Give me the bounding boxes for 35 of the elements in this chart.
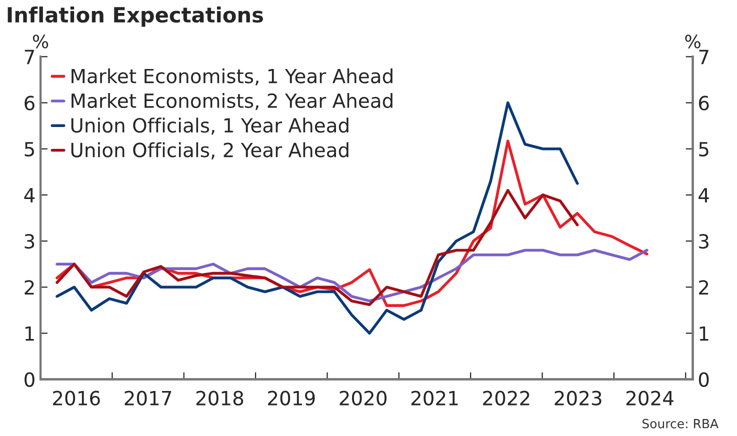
y2-tick-label: 6 [699, 96, 709, 110]
y-tick-label: 4 [24, 188, 35, 202]
y2-tick-label: 4 [698, 188, 709, 202]
x-tick-label: 2024 [626, 390, 674, 406]
legend-label: Union Officials, 1 Year Ahead [71, 118, 348, 135]
x-tick-label: 2018 [196, 390, 244, 406]
y2-tick-label: 3 [699, 234, 708, 249]
x-tick-label: 2021 [411, 390, 458, 406]
y-tick-label: 2 [24, 280, 34, 295]
legend-label: Union Officials, 2 Year Ahead [71, 142, 348, 160]
y-tick-label: 6 [24, 96, 34, 110]
x-tick-label: 2017 [124, 390, 172, 406]
y2-tick-label: 7 [699, 50, 708, 64]
y-tick-label: 3 [24, 234, 34, 249]
x-tick-label: 2016 [53, 390, 100, 406]
y-tick-label: 7 [24, 50, 34, 64]
line-series [56, 188, 579, 306]
legend-label: Market Economists, 1 Year Ahead [72, 68, 392, 86]
y2-tick-label: 5 [699, 142, 708, 157]
y2-tick-label: 0 [698, 372, 709, 387]
y-tick-label: 1 [25, 326, 34, 341]
x-tick-label: 2023 [554, 390, 602, 406]
y-axis-title: % [32, 34, 48, 48]
x-tick-label: 2019 [268, 390, 315, 406]
y2-tick-label: 1 [700, 326, 708, 341]
y-tick-label: 0 [24, 372, 34, 387]
source-note: Source: RBA [642, 418, 718, 428]
x-tick-label: 2022 [483, 390, 530, 406]
y2-tick-label: 2 [699, 280, 708, 295]
legend-label: Market Economists, 2 Year Ahead [72, 93, 392, 110]
y2-axis-title: % [685, 34, 700, 48]
x-tick-label: 2020 [340, 390, 387, 406]
chart-title: Inflation Expectations [8, 6, 263, 27]
line-series [56, 248, 648, 302]
y-tick-label: 5 [24, 142, 34, 157]
